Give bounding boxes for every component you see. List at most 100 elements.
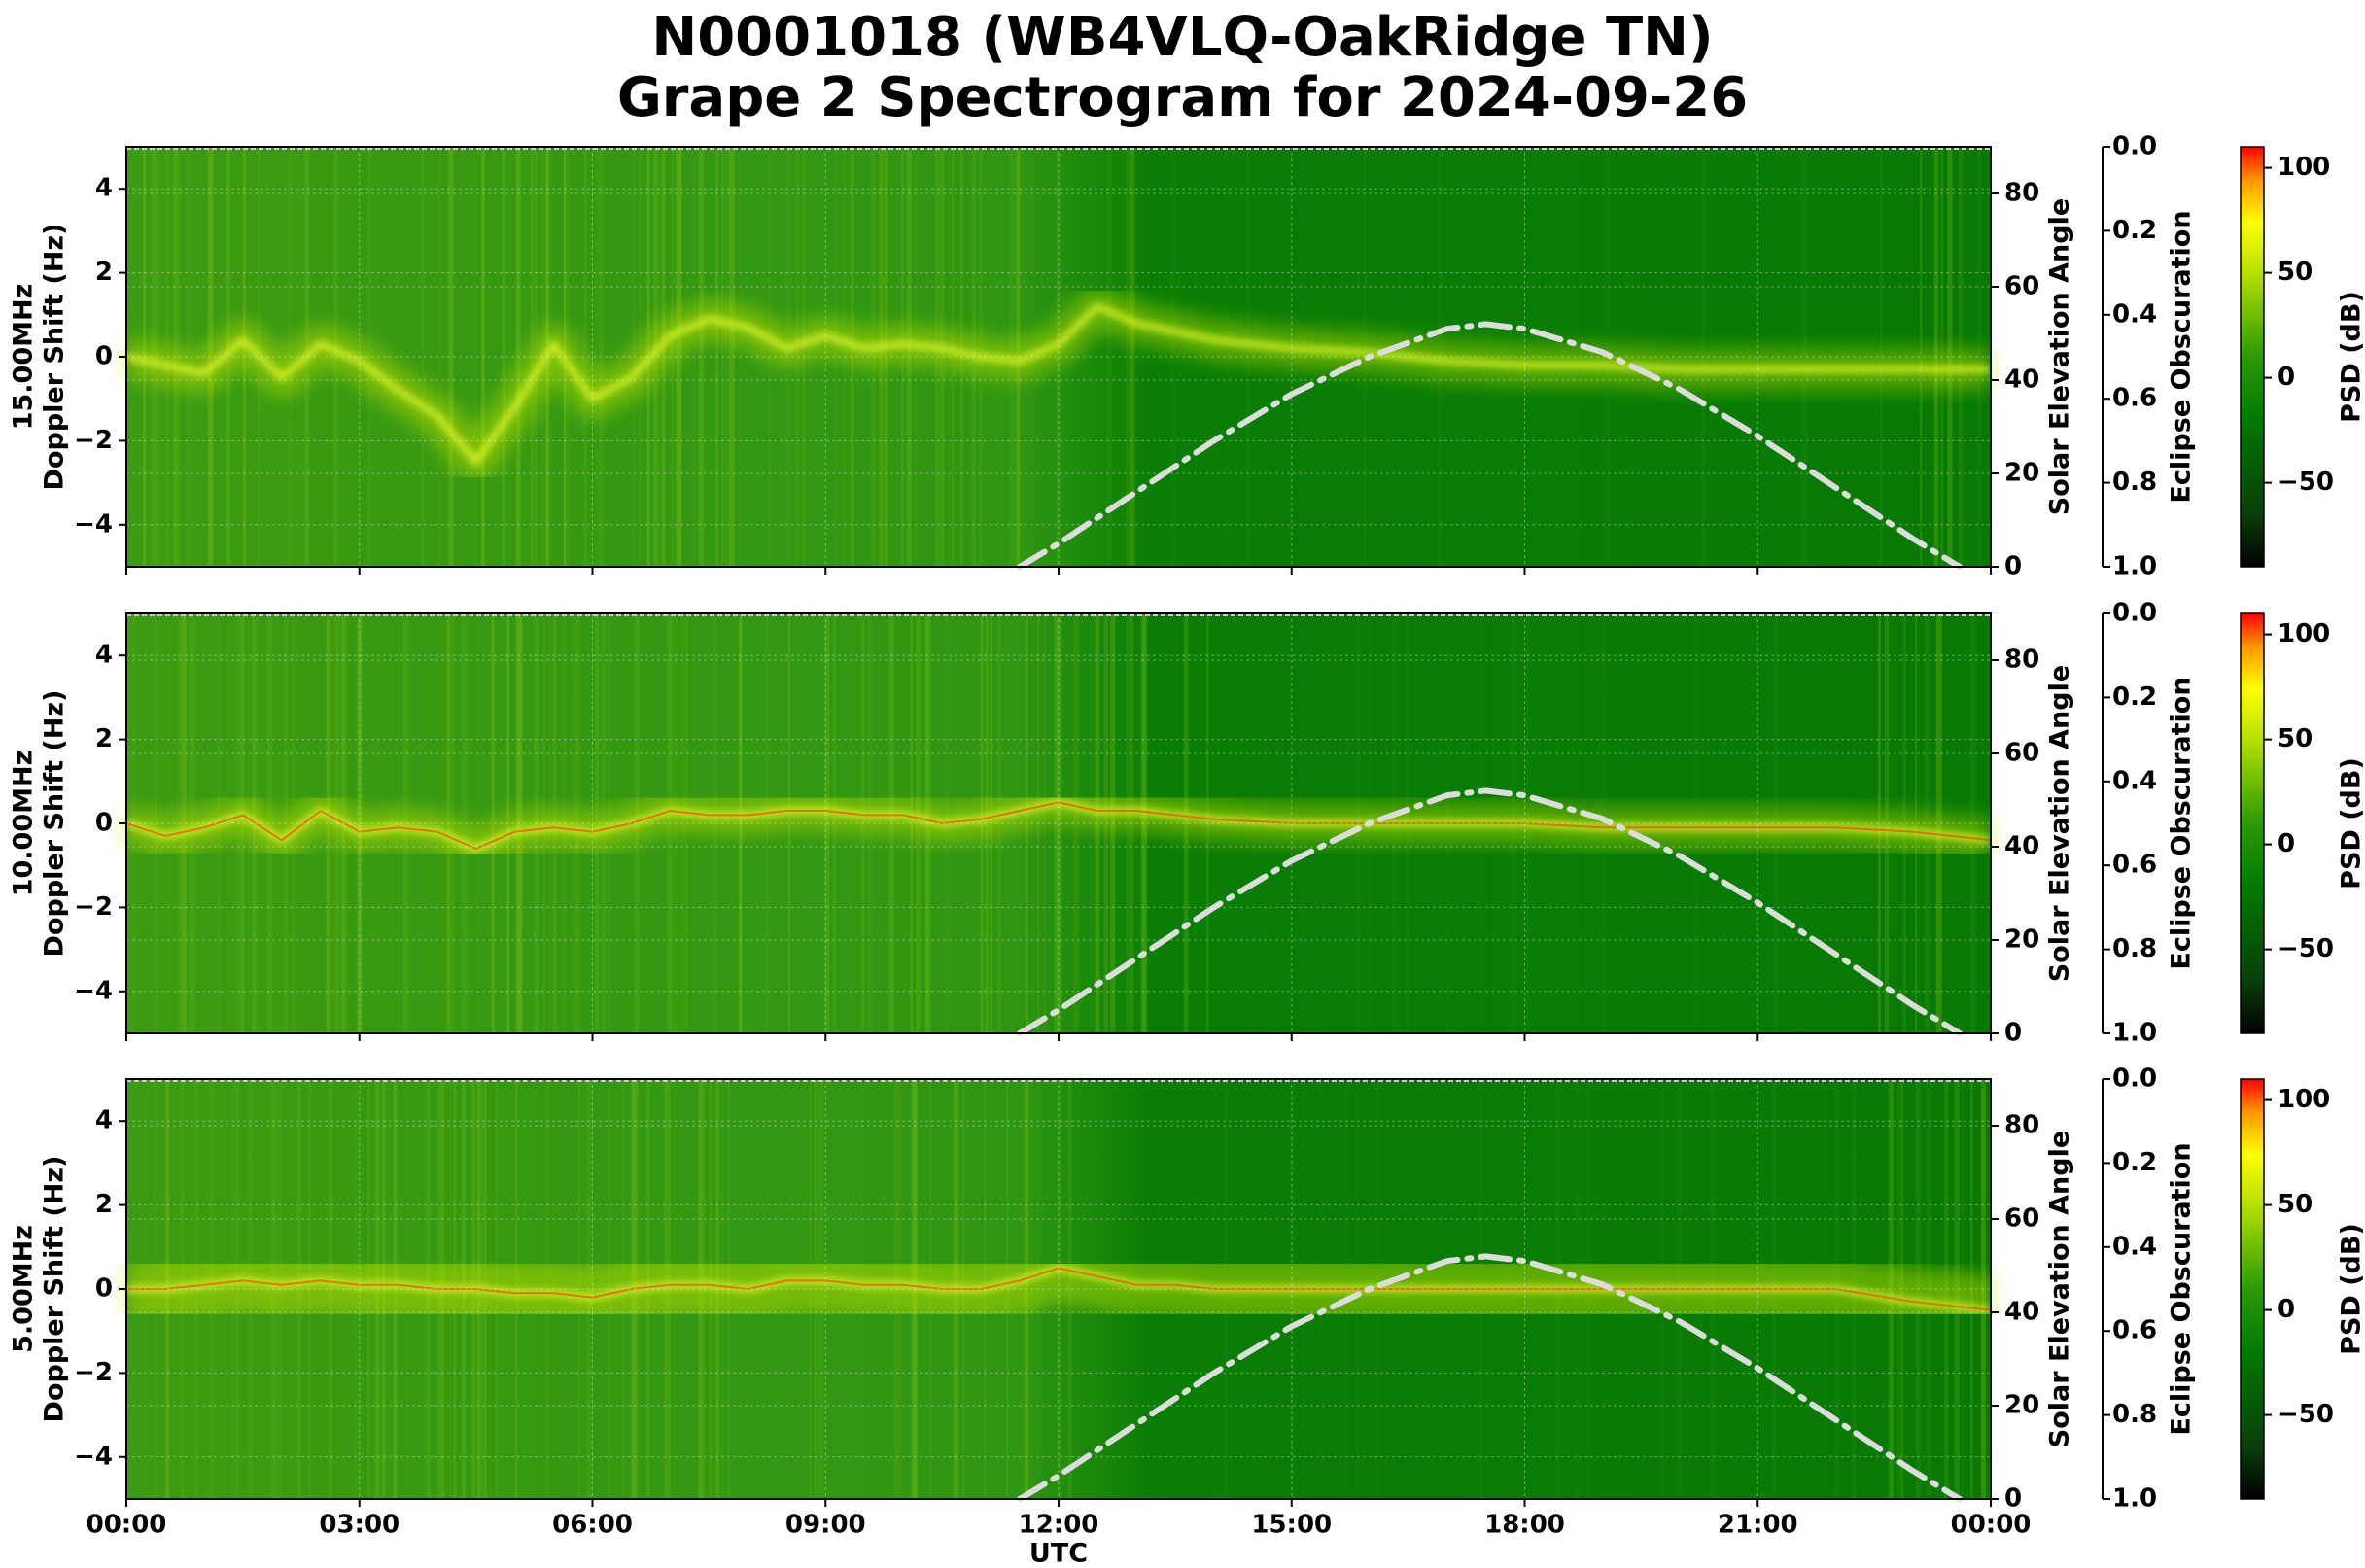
- colorbar-tick-label: 100: [2278, 619, 2330, 648]
- solar-tick-label: 60: [2004, 739, 2039, 768]
- solar-elevation-curve: [1017, 321, 1963, 570]
- solar-tick-label: 40: [2004, 832, 2039, 861]
- eclipse-tick-label: 0.0: [2112, 599, 2157, 628]
- y-tick-label: −4: [74, 976, 113, 1005]
- eclipse-title: Eclipse Obscuration: [2167, 210, 2197, 503]
- colorbar-tick-label: 50: [2278, 724, 2313, 753]
- chart-title: N0001018 (WB4VLQ-OakRidge TN): [651, 6, 1714, 69]
- x-tick-label: 09:00: [785, 1511, 866, 1540]
- solar-tick-label: 40: [2004, 366, 2039, 395]
- eclipse-tick-label: 0.0: [2112, 132, 2157, 161]
- eclipse-tick-label: 0.4: [2112, 299, 2157, 329]
- y-tick-label: −4: [74, 509, 113, 539]
- y-tick-label: 4: [95, 174, 113, 203]
- y-axis-title: Doppler Shift (Hz): [40, 224, 70, 491]
- colorbar-tick-label: 0: [2278, 1295, 2295, 1324]
- x-tick-label: 00:00: [1951, 1511, 2032, 1540]
- y-tick-label: −4: [74, 1442, 113, 1471]
- colorbar-title: PSD (dB): [2337, 757, 2365, 889]
- x-tick-label: 00:00: [87, 1511, 167, 1540]
- solar-tick-label: 0: [2004, 552, 2022, 581]
- y-tick-label: −2: [74, 892, 113, 922]
- y-tick-label: 2: [95, 258, 113, 287]
- y-tick-label: −2: [74, 426, 113, 455]
- solar-elevation-title: Solar Elevation Angle: [2045, 198, 2075, 515]
- x-tick-label: 15:00: [1251, 1511, 1332, 1540]
- eclipse-tick-label: 1.0: [2112, 552, 2157, 581]
- y-tick-label: 0: [95, 809, 113, 838]
- x-axis-title: UTC: [1029, 1539, 1088, 1568]
- x-tick-label: 21:00: [1718, 1511, 1798, 1540]
- solar-tick-label: 60: [2004, 272, 2039, 301]
- eclipse-tick-label: 0.2: [2112, 1148, 2157, 1177]
- colorbar-tick-label: −50: [2278, 1400, 2334, 1429]
- x-tick-label: 03:00: [319, 1511, 400, 1540]
- eclipse-tick-label: 0.2: [2112, 682, 2157, 712]
- psd-colorbar: [2240, 146, 2265, 568]
- psd-colorbar: [2240, 612, 2265, 1034]
- eclipse-title: Eclipse Obscuration: [2167, 1142, 2197, 1435]
- x-tick-label: 12:00: [1019, 1511, 1099, 1540]
- x-tick-label: 06:00: [552, 1511, 633, 1540]
- chart-subtitle: Grape 2 Spectrogram for 2024-09-26: [616, 66, 1749, 129]
- panel-10.00MHz: 420−2−410.00MHz Doppler Shift (Hz)8060402…: [9, 599, 2365, 1048]
- colorbar-tick-label: 50: [2278, 1190, 2313, 1219]
- solar-tick-label: 40: [2004, 1298, 2039, 1327]
- colorbar-tick-label: 100: [2278, 153, 2330, 182]
- solar-tick-label: 20: [2004, 925, 2039, 955]
- y-tick-label: 4: [95, 641, 113, 670]
- y-tick-label: 4: [95, 1106, 113, 1135]
- panel-15.00MHz: 420−2−415.00MHz Doppler Shift (Hz)8060402…: [9, 132, 2365, 581]
- eclipse-tick-label: 0.6: [2112, 1316, 2157, 1345]
- solar-tick-label: 20: [2004, 1391, 2039, 1420]
- solar-tick-label: 80: [2004, 645, 2039, 675]
- eclipse-tick-label: 0.6: [2112, 384, 2157, 413]
- panel-5.00MHz: 420−2−45.00MHz Doppler Shift (Hz)80604020…: [9, 1064, 2365, 1568]
- solar-tick-label: 60: [2004, 1204, 2039, 1234]
- solar-tick-label: 80: [2004, 1111, 2039, 1140]
- solar-tick-label: 0: [2004, 1019, 2022, 1048]
- y-axis-title: Doppler Shift (Hz): [40, 690, 70, 958]
- colorbar-tick-label: −50: [2278, 468, 2334, 497]
- psd-colorbar: [2240, 1078, 2265, 1500]
- solar-elevation-title: Solar Elevation Angle: [2045, 665, 2075, 982]
- eclipse-tick-label: 1.0: [2112, 1484, 2157, 1514]
- frequency-label: 15.00MHz: [9, 284, 39, 431]
- doppler-peak-trace: [126, 1267, 1992, 1311]
- colorbar-tick-label: 100: [2278, 1085, 2330, 1114]
- solar-tick-label: 20: [2004, 459, 2039, 488]
- colorbar-title: PSD (dB): [2337, 1223, 2365, 1355]
- y-tick-label: 0: [95, 342, 113, 371]
- eclipse-tick-label: 0.2: [2112, 216, 2157, 245]
- solar-tick-label: 0: [2004, 1484, 2022, 1514]
- y-axis-title: Doppler Shift (Hz): [40, 1156, 70, 1423]
- y-tick-label: 0: [95, 1274, 113, 1304]
- x-tick-label: 18:00: [1484, 1511, 1565, 1540]
- eclipse-tick-label: 0.0: [2112, 1064, 2157, 1094]
- colorbar-tick-label: 50: [2278, 258, 2313, 287]
- solar-elevation-curve: [1017, 1253, 1963, 1502]
- y-tick-label: 2: [95, 1190, 113, 1219]
- solar-elevation-curve: [1017, 787, 1963, 1036]
- eclipse-tick-label: 1.0: [2112, 1019, 2157, 1048]
- eclipse-title: Eclipse Obscuration: [2167, 677, 2197, 969]
- frequency-label: 10.00MHz: [9, 750, 39, 897]
- frequency-label: 5.00MHz: [9, 1225, 39, 1353]
- eclipse-tick-label: 0.4: [2112, 1232, 2157, 1261]
- y-tick-label: 2: [95, 724, 113, 753]
- doppler-trace: [125, 303, 1991, 465]
- colorbar-title: PSD (dB): [2337, 291, 2365, 423]
- eclipse-tick-label: 0.8: [2112, 934, 2157, 963]
- solar-elevation-title: Solar Elevation Angle: [2045, 1131, 2075, 1447]
- eclipse-tick-label: 0.6: [2112, 851, 2157, 880]
- eclipse-tick-label: 0.8: [2112, 468, 2157, 497]
- colorbar-tick-label: 0: [2278, 829, 2295, 858]
- eclipse-tick-label: 0.4: [2112, 766, 2157, 795]
- solar-tick-label: 80: [2004, 179, 2039, 208]
- eclipse-tick-label: 0.8: [2112, 1400, 2157, 1429]
- doppler-peak-trace: [125, 801, 1992, 850]
- colorbar-tick-label: 0: [2278, 363, 2295, 392]
- colorbar-tick-label: −50: [2278, 934, 2334, 963]
- y-tick-label: −2: [74, 1358, 113, 1387]
